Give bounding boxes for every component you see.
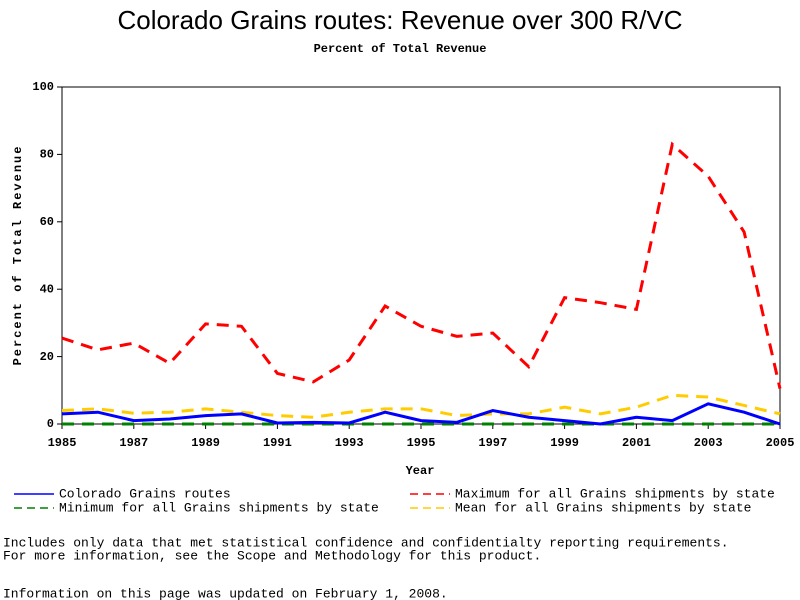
x-tick-label: 1993 <box>335 436 364 450</box>
y-tick-label: 60 <box>40 215 54 229</box>
x-tick-label: 1991 <box>263 436 292 450</box>
x-tick-label: 2003 <box>694 436 723 450</box>
series-line <box>61 141 782 389</box>
note: For more information, see the Scope and … <box>3 548 541 563</box>
y-axis-label: Percent of Total Revenue <box>11 145 25 366</box>
series-line <box>61 393 781 419</box>
x-tick-label: 1985 <box>48 436 77 450</box>
x-tick-label: 1987 <box>119 436 148 450</box>
chart-subtitle: Percent of Total Revenue <box>314 42 487 56</box>
x-axis-label: Year <box>406 464 435 478</box>
y-tick-label: 40 <box>40 282 54 296</box>
x-tick-label: 2005 <box>766 436 795 450</box>
x-tick-label: 1999 <box>550 436 579 450</box>
legend-label: Colorado Grains routes <box>59 486 231 501</box>
x-tick-label: 1997 <box>478 436 507 450</box>
y-tick-label: 80 <box>40 148 54 162</box>
note: Includes only data that met statistical … <box>3 535 729 550</box>
series-line <box>61 402 781 426</box>
note: Information on this page was updated on … <box>3 586 448 600</box>
legend-label: Minimum for all Grains shipments by stat… <box>59 500 379 515</box>
legend-label: Maximum for all Grains shipments by stat… <box>455 486 775 501</box>
x-tick-label: 1989 <box>191 436 220 450</box>
y-tick-label: 100 <box>32 80 54 94</box>
legend-label: Mean for all Grains shipments by state <box>455 500 751 515</box>
y-tick-label: 20 <box>40 350 54 364</box>
x-tick-label: 1995 <box>407 436 436 450</box>
chart-title: Colorado Grains routes: Revenue over 300… <box>117 5 682 35</box>
x-tick-label: 2001 <box>622 436 651 450</box>
y-tick-label: 0 <box>47 417 54 431</box>
plot-frame <box>61 86 781 425</box>
